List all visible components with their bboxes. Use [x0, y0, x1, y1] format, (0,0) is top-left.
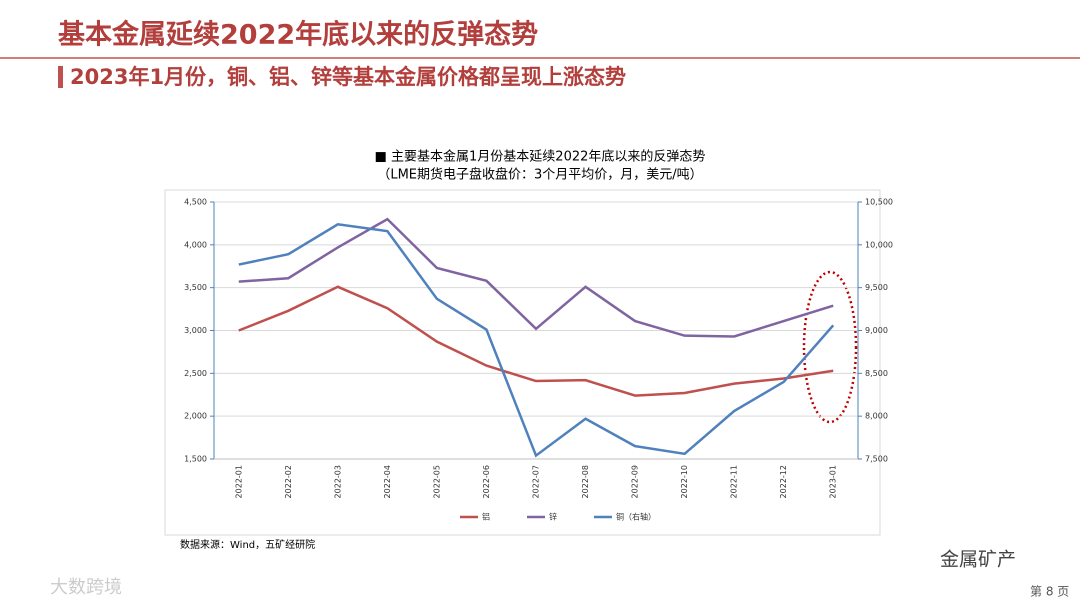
y-tick-label: 1,500 — [184, 455, 207, 464]
chart-subtitle: （LME期货电子盘收盘价：3个月平均价，月，美元/吨） — [377, 167, 702, 183]
y2-tick-label: 7,500 — [865, 455, 888, 464]
x-tick-label: 2022-10 — [680, 465, 689, 498]
y2-tick-label: 10,000 — [865, 240, 893, 249]
chart-title: ■ 主要基本金属1月份基本延续2022年底以来的反弹态势 — [375, 149, 706, 165]
x-tick-label: 2022-11 — [730, 465, 739, 498]
y-tick-label: 4,500 — [184, 198, 207, 207]
y-tick-label: 3,000 — [184, 326, 207, 335]
subtitle-marker — [58, 66, 63, 88]
x-tick-label: 2022-12 — [779, 465, 788, 498]
x-tick-label: 2022-07 — [532, 465, 541, 498]
x-tick-label: 2022-04 — [383, 465, 392, 498]
y2-tick-label: 8,500 — [865, 369, 888, 378]
x-tick-label: 2022-02 — [284, 465, 293, 498]
y-tick-label: 4,000 — [184, 240, 207, 249]
y2-tick-label: 8,000 — [865, 412, 888, 421]
y2-tick-label: 9,500 — [865, 283, 888, 292]
y-tick-label: 3,500 — [184, 283, 207, 292]
x-tick-label: 2023-01 — [829, 465, 838, 498]
series-line — [238, 222, 835, 458]
highlight-ellipse — [802, 270, 858, 424]
x-tick-label: 2022-09 — [631, 465, 640, 498]
x-tick-label: 2022-06 — [482, 465, 491, 498]
page-number: 第 8 页 — [1030, 585, 1069, 599]
x-tick-label: 2022-05 — [432, 465, 441, 498]
y2-tick-label: 9,000 — [865, 326, 888, 335]
chart-frame — [164, 189, 881, 536]
y-tick-label: 2,000 — [184, 412, 207, 421]
slide-subtitle: 2023年1月份，铜、铝、锌等基本金属价格都呈现上涨态势 — [70, 65, 626, 89]
series-line — [238, 217, 834, 338]
legend-label: 铝 — [482, 512, 490, 522]
x-tick-label: 2022-01 — [234, 465, 243, 498]
series-line — [238, 285, 834, 397]
source-note: 数据来源：Wind，五矿经研院 — [180, 538, 315, 551]
slide-title: 基本金属延续2022年底以来的反弹态势 — [58, 19, 538, 51]
y2-tick-label: 10,500 — [865, 198, 893, 207]
x-tick-label: 2022-08 — [581, 465, 590, 498]
legend-label: 铜（右轴） — [616, 512, 656, 522]
legend-label: 锌 — [549, 512, 557, 522]
watermark: 金属矿产 — [940, 549, 1016, 571]
brand: 大数跨境 — [50, 577, 122, 598]
y-tick-label: 2,500 — [184, 369, 207, 378]
x-tick-label: 2022-03 — [333, 465, 342, 498]
